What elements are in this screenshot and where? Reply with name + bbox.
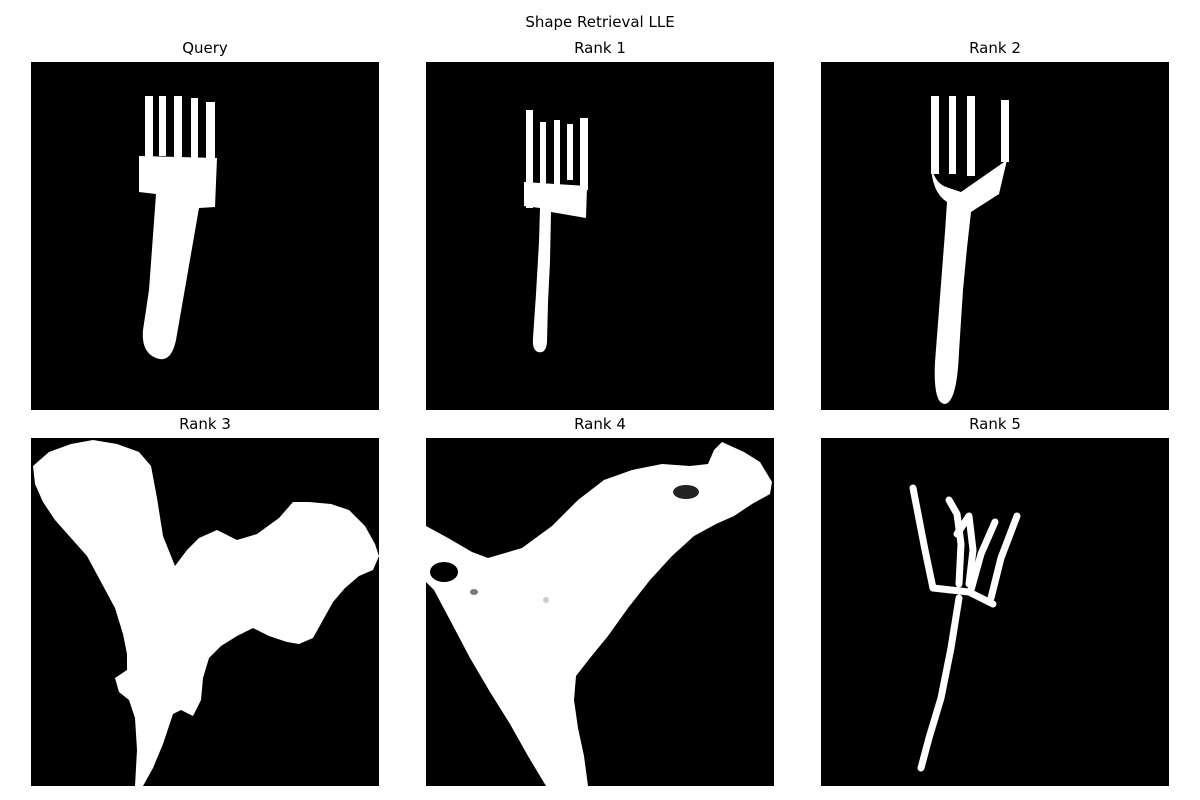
panel-query	[31, 62, 379, 410]
bat-icon	[33, 440, 379, 786]
fork-icon	[139, 96, 217, 360]
panel-title-rank-5: Rank 5	[969, 415, 1021, 433]
panel-rank-1	[426, 62, 774, 410]
panel-rank-3	[31, 438, 379, 786]
panel-title-rank-3: Rank 3	[179, 415, 231, 433]
fork-icon	[524, 110, 588, 353]
fork-icon	[909, 484, 1021, 772]
bird-icon	[426, 442, 772, 786]
panel-rank-5	[821, 438, 1169, 786]
figure-title: Shape Retrieval LLE	[525, 13, 675, 31]
panel-title-rank-4: Rank 4	[574, 415, 626, 433]
fork-icon	[931, 96, 1009, 404]
panel-rank-2	[821, 62, 1169, 410]
panel-title-rank-1: Rank 1	[574, 39, 626, 57]
panel-title-rank-2: Rank 2	[969, 39, 1021, 57]
panel-rank-4	[426, 438, 774, 786]
panel-title-query: Query	[182, 39, 228, 57]
